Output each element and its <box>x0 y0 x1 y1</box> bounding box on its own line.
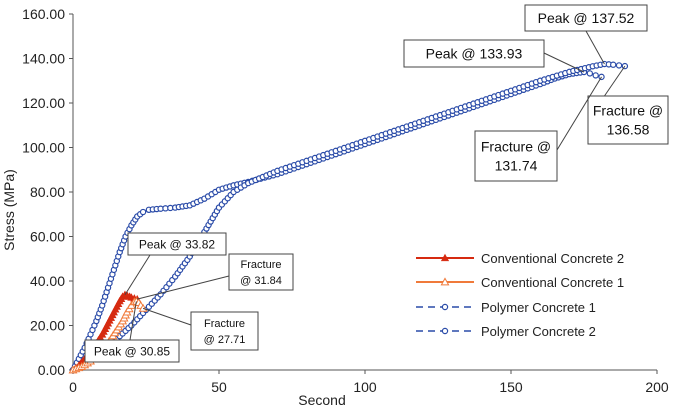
annotation-box <box>524 4 648 32</box>
annotation-box <box>84 339 180 363</box>
y-tick-label: 60.00 <box>30 229 65 245</box>
annotation-leader <box>142 307 192 326</box>
annotation-callout: Fracture @131.74 <box>474 76 602 182</box>
x-tick-label: 100 <box>353 379 377 395</box>
legend-swatch-marker <box>440 277 450 286</box>
annotation-callout: Fracture @ 27.71 <box>142 307 259 351</box>
annotation-leader <box>543 52 585 73</box>
annotation-label: Peak @ 30.85 <box>94 344 171 358</box>
x-tick-label: 50 <box>211 379 227 395</box>
annotation-box <box>127 232 227 256</box>
legend-label: Conventional Concrete 2 <box>481 251 624 266</box>
legend-label: Conventional Concrete 1 <box>481 275 624 290</box>
annotation-label: Fracture @136.58 <box>593 103 663 138</box>
y-tick-label: 140.00 <box>22 51 65 67</box>
y-tick-label: 20.00 <box>30 318 65 334</box>
annotation-leader <box>585 30 605 65</box>
legend-label: Polymer Concrete 2 <box>481 324 596 339</box>
annotation-label: Peak @ 137.52 <box>538 10 635 26</box>
legend: Conventional Concrete 2 Conventional Conc… <box>416 251 624 339</box>
annotation-callout: Fracture @136.58 <box>587 65 669 145</box>
data-point <box>592 72 599 79</box>
x-axis-title: Second <box>298 392 345 408</box>
y-tick-label: 120.00 <box>22 95 65 111</box>
data-point <box>610 61 617 68</box>
annotation-label: Fracture @131.74 <box>481 139 551 174</box>
annotation-box <box>474 130 558 182</box>
x-tick-label: 0 <box>69 379 77 395</box>
data-point <box>586 70 594 77</box>
annotation-leader <box>137 275 230 300</box>
annotation-box <box>587 95 669 145</box>
series-layer <box>68 60 629 374</box>
annotation-box <box>228 253 294 291</box>
y-tick-label: 0.00 <box>38 362 65 378</box>
legend-swatch-marker <box>440 253 450 262</box>
legend-item: Polymer Concrete 1 <box>416 300 596 315</box>
data-point <box>615 62 623 69</box>
annotation-box <box>190 311 259 351</box>
annotation-label: Peak @ 133.93 <box>426 46 523 62</box>
y-tick-label: 160.00 <box>22 6 65 22</box>
annotation-callout: Peak @ 133.93 <box>403 39 585 73</box>
annotation-label: Fracture @ 27.71 <box>204 318 246 346</box>
y-tick-label: 40.00 <box>30 273 65 289</box>
annotation-callout: Peak @ 33.82 <box>124 232 227 296</box>
y-tick-label: 80.00 <box>30 184 65 200</box>
annotation-label: Peak @ 33.82 <box>139 237 216 251</box>
legend-label: Polymer Concrete 1 <box>481 300 596 315</box>
annotations-layer: Peak @ 137.52 Peak @ 133.93 Fracture @136.… <box>84 4 669 363</box>
annotation-leader <box>556 76 602 151</box>
annotation-box <box>403 39 545 68</box>
y-tick-label: 100.00 <box>22 140 65 156</box>
data-point <box>139 208 147 216</box>
annotation-leader <box>124 254 151 296</box>
annotation-callout: Peak @ 137.52 <box>524 4 648 65</box>
annotation-callout: Peak @ 30.85 <box>84 301 180 363</box>
annotation-leader <box>129 301 137 341</box>
y-axis-title: Stress (MPa) <box>1 169 17 251</box>
annotation-callout: Fracture @ 31.84 <box>137 253 294 300</box>
legend-swatch-marker <box>441 303 449 311</box>
legend-item: Conventional Concrete 1 <box>416 275 624 290</box>
annotation-label: Fracture @ 31.84 <box>240 259 282 287</box>
legend-swatch-marker <box>441 327 449 335</box>
axes: 0.00 20.00 40.00 60.00 80.00 100.00 120.00 140.… <box>1 6 669 408</box>
x-tick-label: 150 <box>499 379 523 395</box>
x-tick-label: 200 <box>645 379 669 395</box>
data-point <box>138 303 148 312</box>
legend-item: Conventional Concrete 2 <box>416 251 624 266</box>
legend-item: Polymer Concrete 2 <box>416 324 596 339</box>
